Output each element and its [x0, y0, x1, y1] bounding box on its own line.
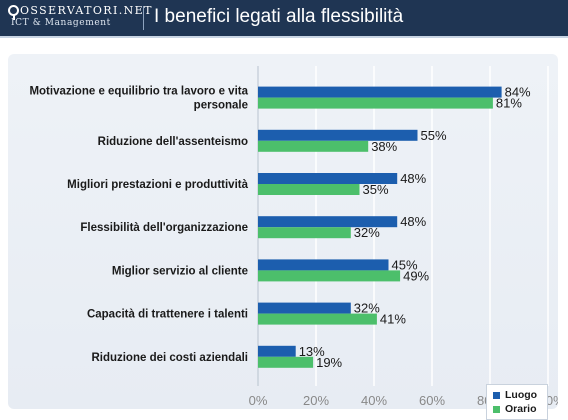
data-label: 19% — [316, 355, 342, 370]
bar-orario — [258, 356, 314, 368]
data-label: 48% — [400, 214, 426, 229]
category-label: Migliori prestazioni e produttività — [67, 179, 248, 191]
data-label: 13% — [299, 344, 325, 359]
bar-luogo — [258, 216, 398, 228]
bar-orario — [258, 270, 401, 282]
bar-luogo — [258, 259, 389, 271]
legend-swatch-orario — [493, 406, 500, 413]
chart-legend: Luogo Orario — [486, 384, 548, 420]
logo-name: OSSERVATORI.NET — [20, 4, 153, 17]
category-label: Capacità di trattenere i talenti — [87, 309, 248, 321]
legend-swatch-luogo — [493, 392, 500, 399]
bar-orario — [258, 97, 493, 109]
osservatori-logo: OSSERVATORI.NET ICT & Management — [8, 4, 151, 32]
data-label: 49% — [403, 268, 429, 283]
chart-canvas: 0%20%40%60%80%100%Motivazione e equilibr… — [29, 66, 558, 408]
category-label: Motivazione e equilibrio tra lavoro e vi… — [29, 86, 248, 98]
x-tick-label: 40% — [361, 393, 387, 408]
data-label: 55% — [421, 128, 447, 143]
x-tick-label: 0% — [249, 393, 268, 408]
bar-luogo — [258, 345, 296, 357]
data-label: 48% — [400, 171, 426, 186]
bar-chart: 0%20%40%60%80%100%Motivazione e equilibr… — [8, 54, 558, 420]
bar-orario — [258, 140, 369, 152]
category-label: Miglior servizio al cliente — [112, 265, 248, 277]
logo-subtitle: ICT & Management — [11, 18, 111, 28]
legend-label-luogo: Luogo — [505, 389, 538, 401]
x-tick-label: 60% — [419, 393, 445, 408]
category-label: Riduzione dei costi aziendali — [91, 352, 248, 364]
bar-orario — [258, 227, 351, 239]
data-label: 84% — [505, 85, 531, 100]
data-label: 32% — [354, 225, 380, 240]
data-label: 81% — [496, 96, 522, 111]
data-label: 35% — [363, 182, 389, 197]
bar-luogo — [258, 302, 351, 314]
data-label: 32% — [354, 301, 380, 316]
category-label: Riduzione dell'assenteismo — [98, 136, 248, 148]
data-label: 41% — [380, 312, 406, 327]
x-tick-label: 20% — [303, 393, 329, 408]
bar-orario — [258, 313, 377, 325]
logo-pin-icon — [8, 5, 19, 20]
bar-luogo — [258, 129, 418, 141]
page-title: I benefici legati alla flessibilità — [154, 6, 404, 27]
legend-label-orario: Orario — [505, 403, 537, 415]
header-bar: OSSERVATORI.NET ICT & Management I benef… — [0, 0, 568, 38]
header-divider — [143, 6, 144, 30]
data-label: 45% — [392, 257, 418, 272]
bar-luogo — [258, 86, 502, 98]
category-label: Flessibilità dell'organizzazione — [80, 222, 248, 234]
bar-luogo — [258, 173, 398, 184]
category-label: personale — [194, 100, 248, 112]
data-label: 38% — [371, 139, 397, 154]
bar-orario — [258, 184, 360, 195]
